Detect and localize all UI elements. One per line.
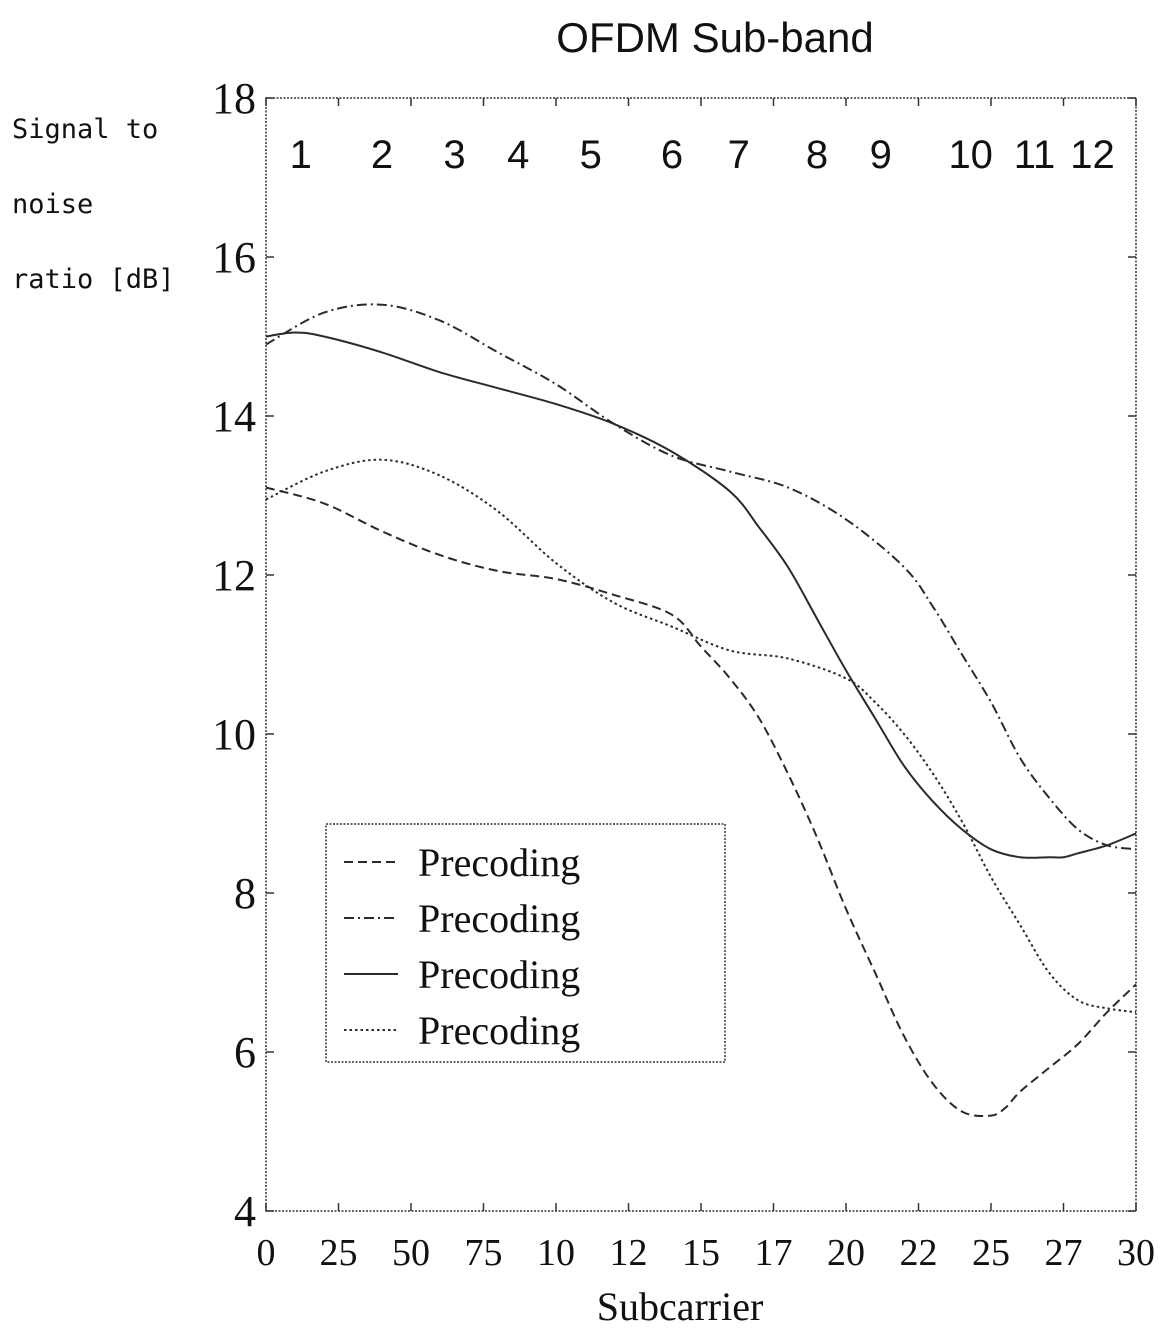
subband-label: 2	[371, 133, 393, 177]
y-axis-label-line-3: ratio [dB]	[12, 264, 175, 295]
subband-label: 1	[290, 133, 312, 177]
subband-label: 5	[580, 133, 602, 177]
subband-label: 12	[1070, 133, 1115, 177]
y-tick-label: 8	[234, 869, 256, 918]
x-tick-label: 20	[827, 1232, 865, 1274]
x-tick-label: 15	[682, 1232, 720, 1274]
x-tick-label: 30	[1117, 1232, 1155, 1274]
y-tick-label: 10	[212, 710, 256, 759]
y-axis-label-line-2: noise	[12, 189, 93, 220]
x-tick-label: 22	[900, 1232, 938, 1274]
x-tick-label: 25	[320, 1232, 358, 1274]
subband-label: 4	[507, 133, 529, 177]
subband-label: 8	[806, 133, 828, 177]
legend-label: Precoding	[418, 1008, 580, 1053]
legend-label: Precoding	[418, 840, 580, 885]
x-tick-label: 0	[257, 1232, 276, 1274]
subband-label: 9	[870, 133, 892, 177]
y-tick-label: 18	[212, 74, 256, 123]
legend-label: Precoding	[418, 896, 580, 941]
subband-label: 11	[1014, 133, 1056, 177]
y-tick-label: 6	[234, 1028, 256, 1077]
subband-label: 10	[948, 133, 993, 177]
x-axis-label: Subcarrier	[597, 1284, 764, 1329]
x-tick-label: 75	[465, 1232, 503, 1274]
subband-label: 3	[443, 133, 465, 177]
y-tick-label: 12	[212, 551, 256, 600]
y-tick-label: 16	[212, 233, 256, 282]
x-tick-label: 27	[1045, 1232, 1083, 1274]
series-line-2	[266, 304, 1136, 849]
x-tick-label: 17	[755, 1232, 793, 1274]
x-tick-label: 25	[972, 1232, 1010, 1274]
x-tick-label: 12	[610, 1232, 648, 1274]
subband-labels: 123456789101112	[290, 133, 1115, 177]
legend: Precoding Precoding Precoding Precoding	[326, 824, 725, 1062]
legend-label: Precoding	[418, 952, 580, 997]
x-tick-label: 10	[537, 1232, 575, 1274]
x-tick-label: 50	[392, 1232, 430, 1274]
y-tick-label: 14	[212, 392, 256, 441]
subband-label: 6	[661, 133, 683, 177]
y-tick-label: 4	[234, 1187, 256, 1236]
x-axis: 0255075101215172022252730	[257, 98, 1156, 1274]
series-line-3	[266, 333, 1136, 858]
subband-label: 7	[728, 133, 750, 177]
y-axis-label-line-1: Signal to	[12, 114, 158, 145]
chart-title: OFDM Sub-band	[556, 14, 873, 61]
